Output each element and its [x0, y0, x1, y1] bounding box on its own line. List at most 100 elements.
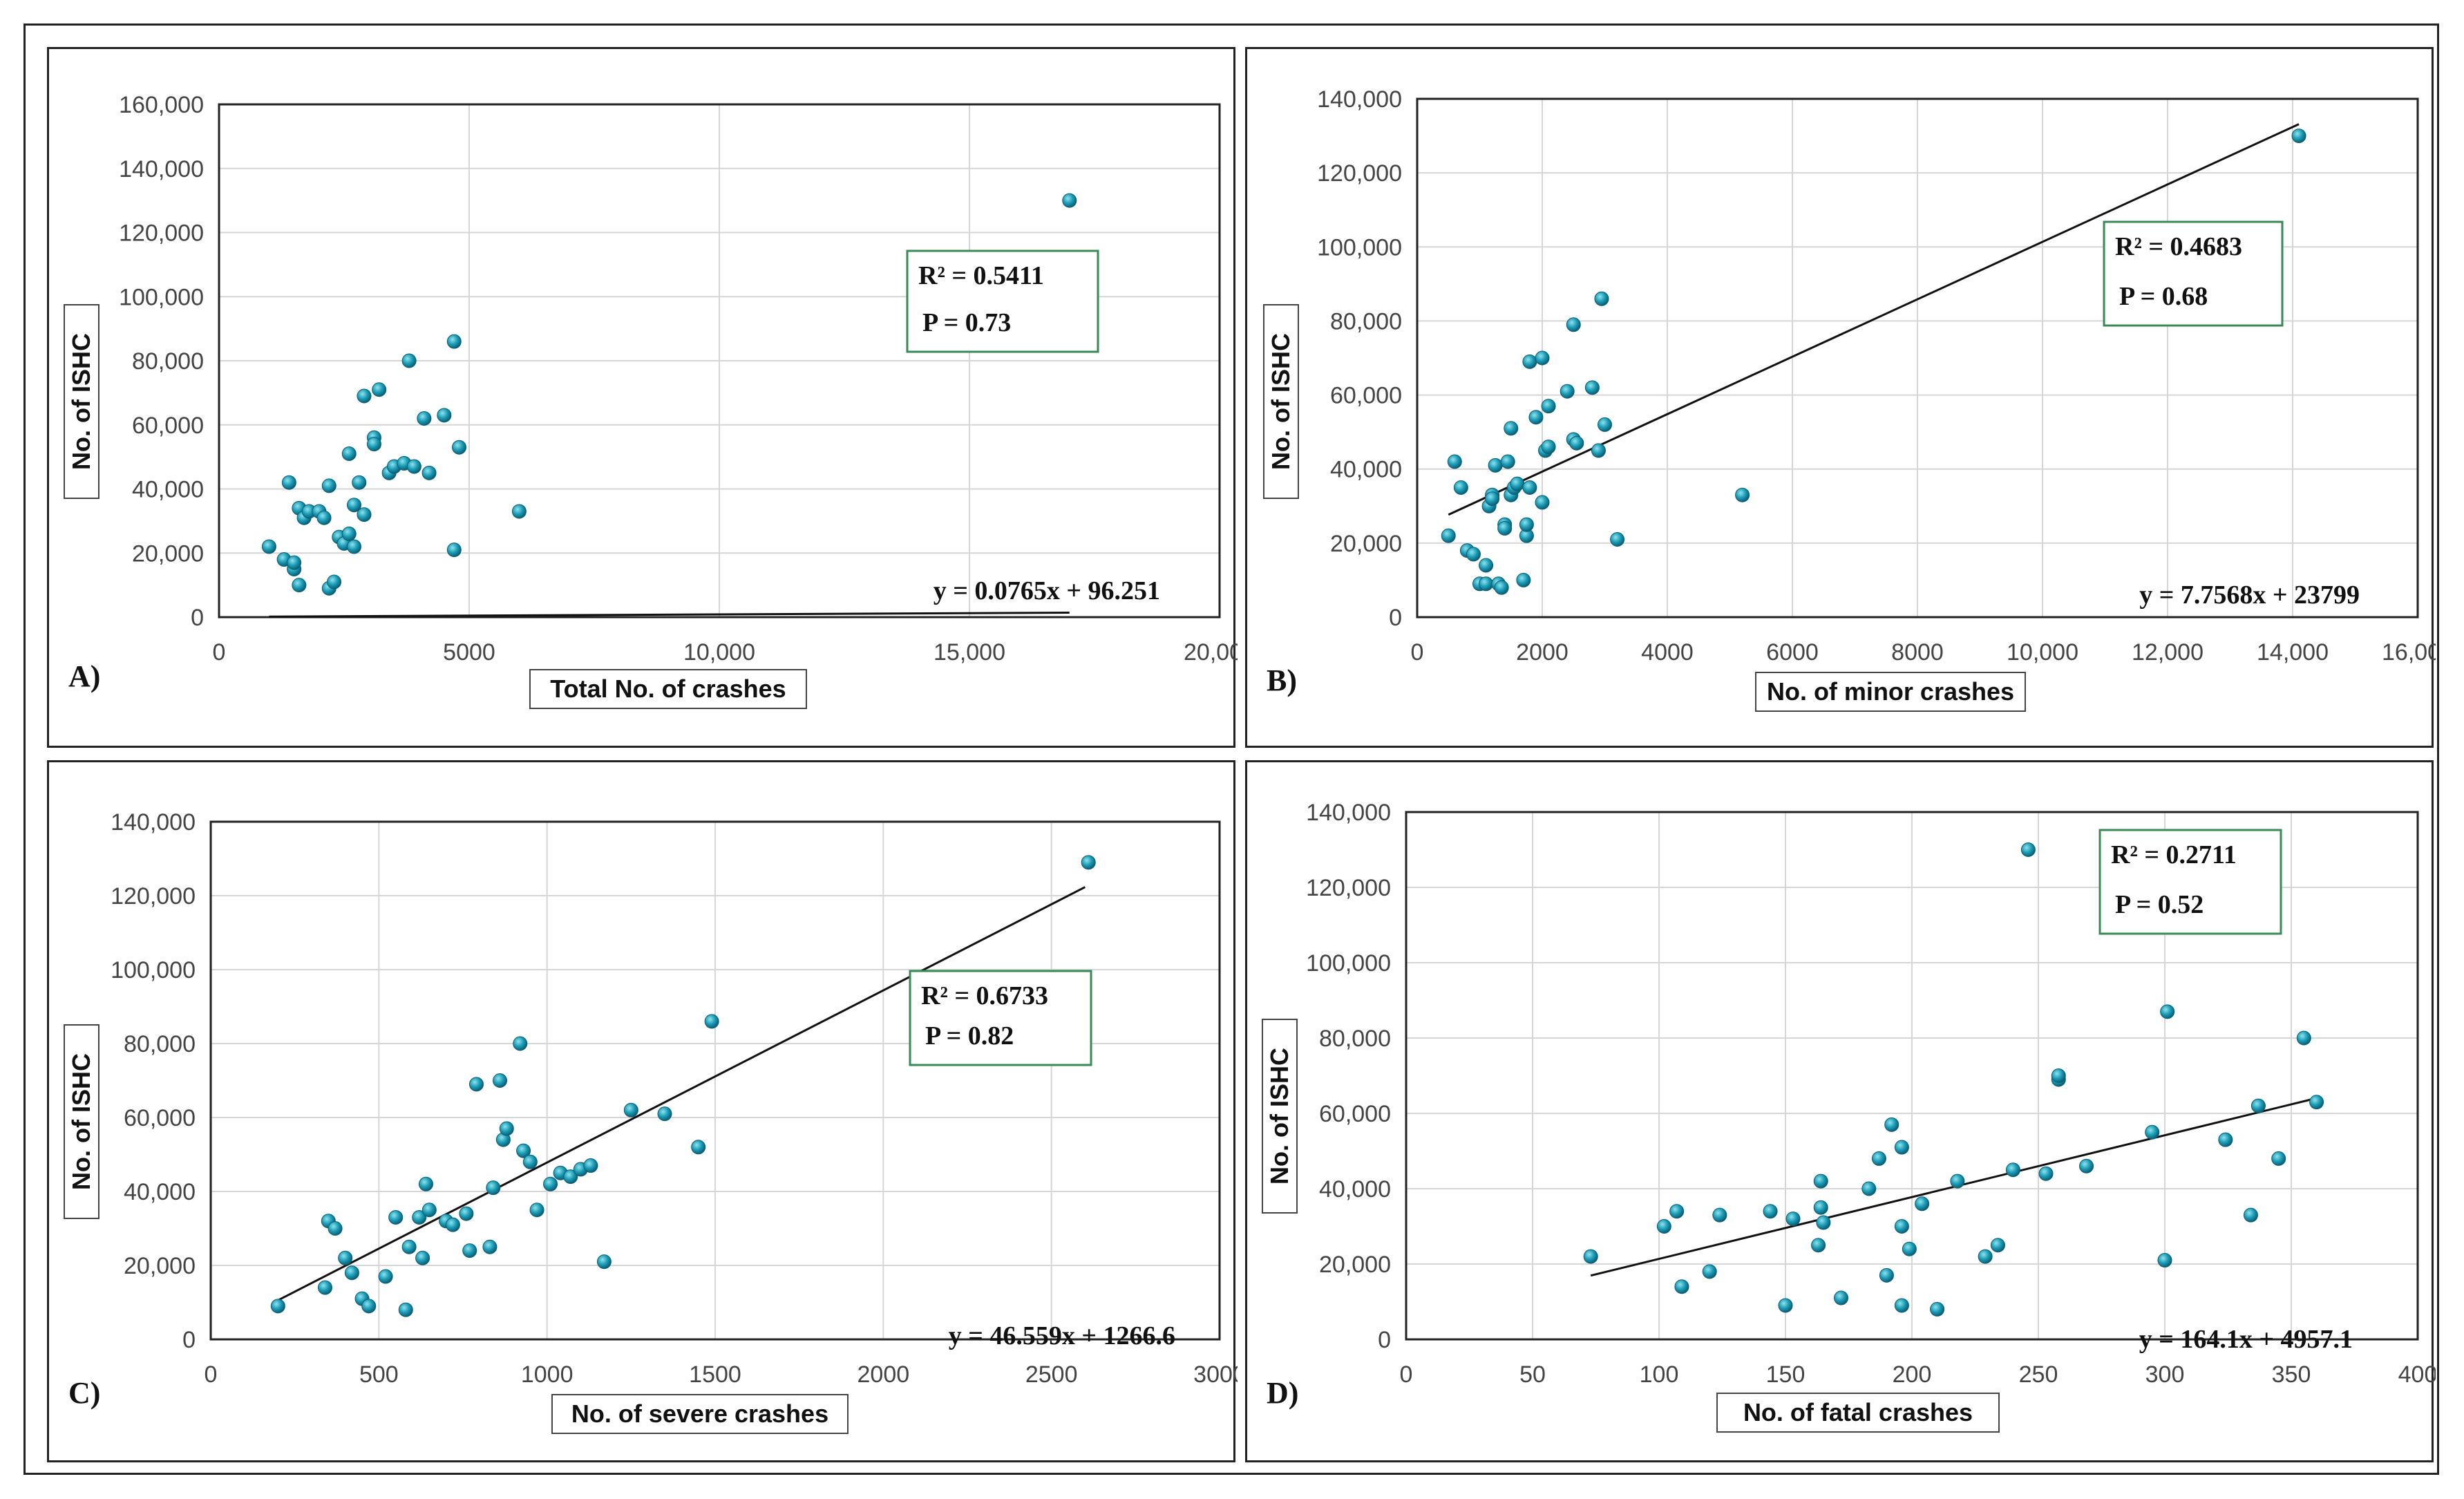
data-point — [1528, 410, 1544, 425]
x-tick-label: 10,000 — [683, 639, 755, 666]
y-tick-label: 20,000 — [1319, 1252, 1391, 1278]
x-tick-label: 200 — [1893, 1361, 1932, 1388]
y-tick-label: 100,000 — [111, 957, 196, 983]
x-tick-label: 2000 — [1516, 639, 1569, 666]
data-point — [1488, 458, 1503, 473]
data-point — [344, 1265, 359, 1281]
y-tick-label: 0 — [1389, 605, 1402, 631]
y-tick-label: 80,000 — [1330, 308, 1402, 334]
data-point — [482, 1239, 497, 1254]
panel-d: 0 50 100 150 200 250 300 350 400 0 20,000 40,000 60,… — [1245, 760, 2436, 1462]
data-point — [338, 1250, 353, 1265]
data-point — [1902, 1241, 1917, 1256]
data-point — [596, 1254, 612, 1270]
x-tick-label: 5000 — [443, 639, 495, 666]
r2-box — [2103, 220, 2284, 327]
data-point — [691, 1140, 706, 1155]
y-axis-label: No. of ISHC — [1267, 333, 1295, 470]
panel-b: 0 2000 4000 6000 8000 10,000 12,000 14,000 16,00… — [1245, 47, 2436, 748]
data-point — [1884, 1117, 1899, 1132]
y-tick-label: 140,000 — [1317, 86, 1402, 113]
data-point — [1541, 399, 1556, 414]
plot-area-border — [1405, 811, 2419, 1341]
data-point — [1453, 480, 1468, 495]
data-point — [1485, 491, 1500, 507]
data-point — [1510, 476, 1525, 491]
data-point — [1522, 354, 1537, 369]
data-point — [357, 507, 372, 522]
data-point — [1990, 1238, 2005, 1253]
trendline — [1448, 123, 2300, 516]
gridlines — [1416, 98, 2418, 618]
data-point — [486, 1180, 501, 1196]
trendline-equation: y = 0.0765x + 96.251 — [934, 576, 1160, 605]
data-point — [1763, 1204, 1778, 1219]
y-tick-label: 100,000 — [119, 284, 204, 310]
data-point — [445, 1217, 460, 1232]
x-tick-label: 4000 — [1641, 639, 1694, 666]
chart-d: 0 50 100 150 200 250 300 350 400 0 20,000 40,000 60,… — [1262, 800, 2436, 1433]
data-point — [1894, 1219, 1909, 1234]
data-point — [1441, 528, 1456, 543]
data-point — [2079, 1158, 2094, 1173]
y-tick-label: 20,000 — [124, 1253, 196, 1279]
data-point — [529, 1203, 544, 1218]
data-point — [346, 539, 361, 554]
x-tick-label: 0 — [205, 1361, 218, 1388]
data-point — [1504, 421, 1519, 436]
data-point — [1479, 576, 1494, 592]
data-point — [2250, 1098, 2266, 1113]
plot-area-border — [218, 103, 1221, 619]
data-points — [270, 855, 1096, 1317]
plot-area-border — [209, 820, 1221, 1341]
y-tick-label: 20,000 — [1330, 531, 1402, 557]
x-tick-label: 12,000 — [2132, 639, 2204, 666]
data-point — [1712, 1207, 1727, 1223]
y-tick-label: 60,000 — [132, 413, 204, 439]
x-axis-label: No. of minor crashes — [1767, 677, 2014, 706]
data-point — [1584, 380, 1600, 395]
data-point — [543, 1176, 558, 1191]
data-point — [452, 440, 467, 455]
data-point — [1583, 1249, 1598, 1264]
r2-box — [909, 970, 1092, 1066]
data-point — [421, 465, 437, 480]
x-axis-label: No. of severe crashes — [571, 1399, 828, 1428]
x-tick-label: 16,000 — [2382, 639, 2436, 666]
panel-label: B) — [1267, 663, 1297, 697]
data-point — [357, 388, 372, 404]
y-tick-label: 80,000 — [132, 348, 204, 375]
data-point — [2145, 1124, 2160, 1140]
data-point — [1894, 1140, 1909, 1155]
x-tick-label: 0 — [213, 639, 226, 666]
data-point — [1519, 517, 1534, 532]
data-points — [261, 193, 1077, 596]
data-point — [287, 555, 302, 570]
data-point — [1535, 495, 1550, 510]
data-point — [1535, 350, 1550, 366]
data-point — [623, 1102, 638, 1118]
panel-label: D) — [1267, 1376, 1298, 1410]
data-point — [388, 1209, 404, 1225]
data-point — [511, 504, 527, 519]
x-axis-label-box — [529, 669, 807, 709]
y-tick-label: 120,000 — [119, 220, 204, 247]
data-point — [516, 1143, 531, 1158]
data-point — [1930, 1301, 1945, 1317]
data-point — [468, 1077, 484, 1092]
data-point — [398, 1302, 413, 1317]
data-point — [1598, 417, 1612, 432]
x-axis-label: No. of fatal crashes — [1743, 1398, 1973, 1426]
data-point — [346, 498, 361, 513]
trendline — [277, 886, 1086, 1301]
chart-a: 0 5000 10,000 15,000 20,000 0 20,000 40,000 60,0… — [64, 92, 1238, 709]
data-point — [317, 1280, 332, 1295]
x-tick-label: 100 — [1640, 1361, 1679, 1388]
y-axis-label: No. of ISHC — [67, 1053, 95, 1190]
x-axis-label: Total No. of crashes — [550, 675, 786, 703]
data-point — [1569, 435, 1584, 451]
data-point — [513, 1036, 528, 1051]
y-tick-label: 120,000 — [111, 883, 196, 909]
data-point — [1494, 580, 1509, 595]
